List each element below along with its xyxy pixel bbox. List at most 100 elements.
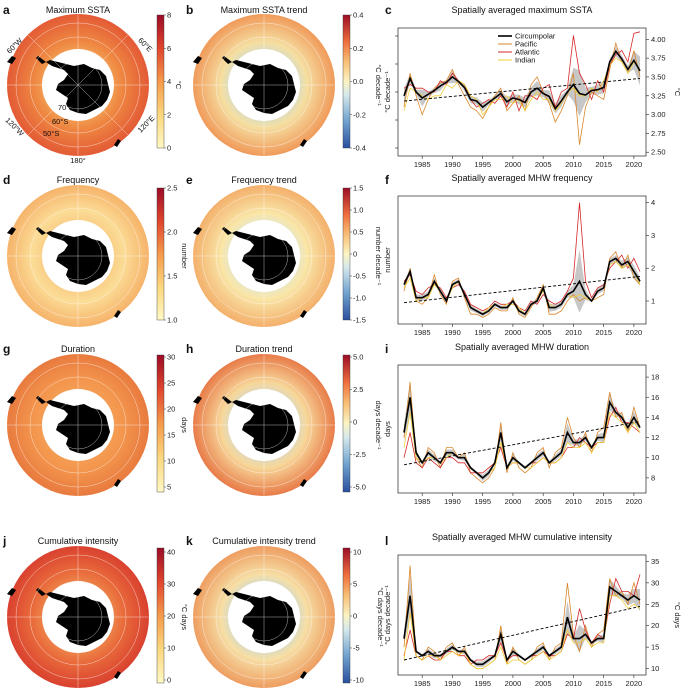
- colorbar-tick-label: 2.0: [167, 228, 177, 237]
- x-tick-label: 1985: [414, 497, 431, 506]
- panel-title-d: Frequency: [57, 175, 100, 185]
- colorbar-unit-e: number decade⁻¹: [374, 227, 383, 286]
- colorbar-tick-label: -1.0: [353, 294, 366, 303]
- colorbar-tick-label: 20: [167, 612, 175, 621]
- colorbar-tick-label: 2.5: [167, 184, 177, 193]
- south-america-g: [7, 396, 16, 404]
- x-tick-label: 2015: [595, 497, 612, 506]
- x-tick-label: 1995: [474, 160, 491, 169]
- series-line-pacific: [403, 251, 641, 318]
- colorbar-tick-label: -5.0: [353, 483, 366, 492]
- colorbar-tick-label: -0.2: [353, 110, 366, 119]
- y-tick-label: 2.50: [651, 148, 666, 157]
- uncertainty-band: [404, 46, 640, 117]
- colorbar-a: [156, 14, 165, 149]
- colorbar-ticks-j: 0 10 20 30 40: [164, 548, 175, 685]
- series-line-circumpolar: [403, 257, 641, 316]
- x-tick-label: 2015: [595, 328, 612, 337]
- chart-title: Spatially averaged maximum SSTA: [452, 5, 593, 15]
- panel-label-k: k: [186, 534, 193, 548]
- new-zealand-k: [300, 671, 307, 679]
- x-tick-label: 2005: [535, 160, 552, 169]
- chart-title: Spatially averaged MHW frequency: [451, 173, 593, 183]
- chart-title: Spatially averaged MHW duration: [455, 342, 589, 352]
- legend-label-pacific: Pacific: [515, 40, 537, 49]
- y-tick-label: 15: [651, 643, 659, 652]
- y-tick-label: 12: [651, 433, 659, 442]
- colorbar-unit-h: days decade⁻¹: [374, 401, 383, 450]
- colorbar-tick-label: -2.5: [353, 450, 366, 459]
- plot-frame: [397, 554, 647, 676]
- panel-label-c: c: [385, 3, 392, 17]
- colorbar-tick-label: 2.5: [353, 385, 363, 394]
- x-tick-label: 2005: [535, 497, 552, 506]
- south-america-h: [193, 396, 202, 404]
- panel-j: j Cumulative intensity 0 10 20 30 40 °C days: [2, 534, 189, 688]
- y-axis-label: °C days decade⁻¹: [383, 585, 392, 645]
- colorbar-tick-label: 5.0: [353, 353, 363, 362]
- panel-label-g: g: [3, 342, 10, 356]
- trend-line: [403, 275, 641, 304]
- series-line-circumpolar: [403, 585, 641, 666]
- colorbar-g: [156, 354, 165, 493]
- y-tick-label: 10: [651, 453, 659, 462]
- x-tick-label: 1990: [444, 328, 461, 337]
- y-tick-label: 1: [651, 297, 655, 306]
- panel-label-f: f: [385, 173, 390, 187]
- panel-label-l: l: [385, 534, 388, 548]
- colorbar-ticks-b: -0.4 -0.2 0.0 0.2 0.4: [350, 11, 366, 153]
- x-tick-label: 2005: [535, 328, 552, 337]
- colorbar-unit-a: °C: [174, 81, 183, 90]
- y-tick-label: 30: [651, 578, 659, 587]
- panel-c: c Spatially averaged maximum SSTA 1985 1990…: [383, 3, 682, 169]
- new-zealand-h: [300, 479, 307, 487]
- colorbar-tick-label: 4: [167, 77, 171, 86]
- graticule-d: [7, 185, 149, 327]
- y-tick-label: 4: [651, 198, 655, 207]
- colorbar-tick-label: 10: [353, 548, 361, 557]
- chart-title: Spatially averaged MHW cumulative intens…: [432, 532, 613, 542]
- x-tick-label: 2020: [626, 160, 643, 169]
- lat-label-50s: 50°S: [43, 129, 59, 138]
- colorbar-tick-label: 10: [167, 644, 175, 653]
- series-line-circumpolar: [403, 49, 641, 111]
- colorbar-k: [342, 547, 351, 684]
- colorbar-tick-label: 25: [167, 379, 175, 388]
- colorbar-ticks-g: 5 10 15 20 25 30: [164, 353, 175, 492]
- panel-a: a Maximum SSTA 60°W 60°E 120°W 120°E 180…: [3, 3, 183, 165]
- y-axis-label-right: °C days: [673, 602, 682, 629]
- x-tick-label: 2010: [565, 679, 582, 688]
- panel-label-h: h: [186, 342, 193, 356]
- x-tick-label: 2010: [565, 497, 582, 506]
- new-zealand-a: [114, 139, 121, 147]
- colorbar-tick-label: 0: [353, 418, 357, 427]
- panel-b: b Maximum SSTA trend -0.4 -0.2 0.0 0.2 0.4 °…: [186, 3, 383, 156]
- lat-label-70s: 70°S: [58, 103, 74, 112]
- panel-title-k: Cumulative intensity trend: [212, 536, 316, 546]
- y-tick-label: 20: [651, 621, 659, 630]
- colorbar-tick-label: 20: [167, 405, 175, 414]
- colorbar-tick-label: -0.4: [353, 144, 366, 153]
- colorbar-tick-label: -5: [353, 644, 360, 653]
- south-america-k: [193, 588, 202, 596]
- y-tick-label: 2.75: [651, 129, 666, 138]
- y-axis-label: number: [383, 247, 392, 273]
- colorbar-b: [342, 14, 351, 149]
- legend-label-indian: Indian: [515, 56, 535, 65]
- x-tick-label: 1995: [474, 497, 491, 506]
- colorbar-tick-label: 8: [167, 11, 171, 20]
- south-america-a: [7, 56, 16, 64]
- y-axis-label-right: °C: [673, 88, 682, 97]
- colorbar-tick-label: -1.5: [353, 316, 366, 325]
- x-tick-label: 2005: [535, 679, 552, 688]
- colorbar-tick-label: 0.5: [353, 228, 363, 237]
- x-tick-label: 1995: [474, 328, 491, 337]
- legend-label-circumpolar: Circumpolar: [515, 32, 556, 41]
- series-line-indian: [403, 595, 641, 669]
- panel-title-e: Frequency trend: [231, 175, 297, 185]
- y-tick-label: 35: [651, 557, 659, 566]
- colorbar-tick-label: 2: [167, 110, 171, 119]
- panel-title-h: Duration trend: [235, 344, 292, 354]
- uncertainty-band: [404, 249, 640, 317]
- y-tick-label: 3.00: [651, 110, 666, 119]
